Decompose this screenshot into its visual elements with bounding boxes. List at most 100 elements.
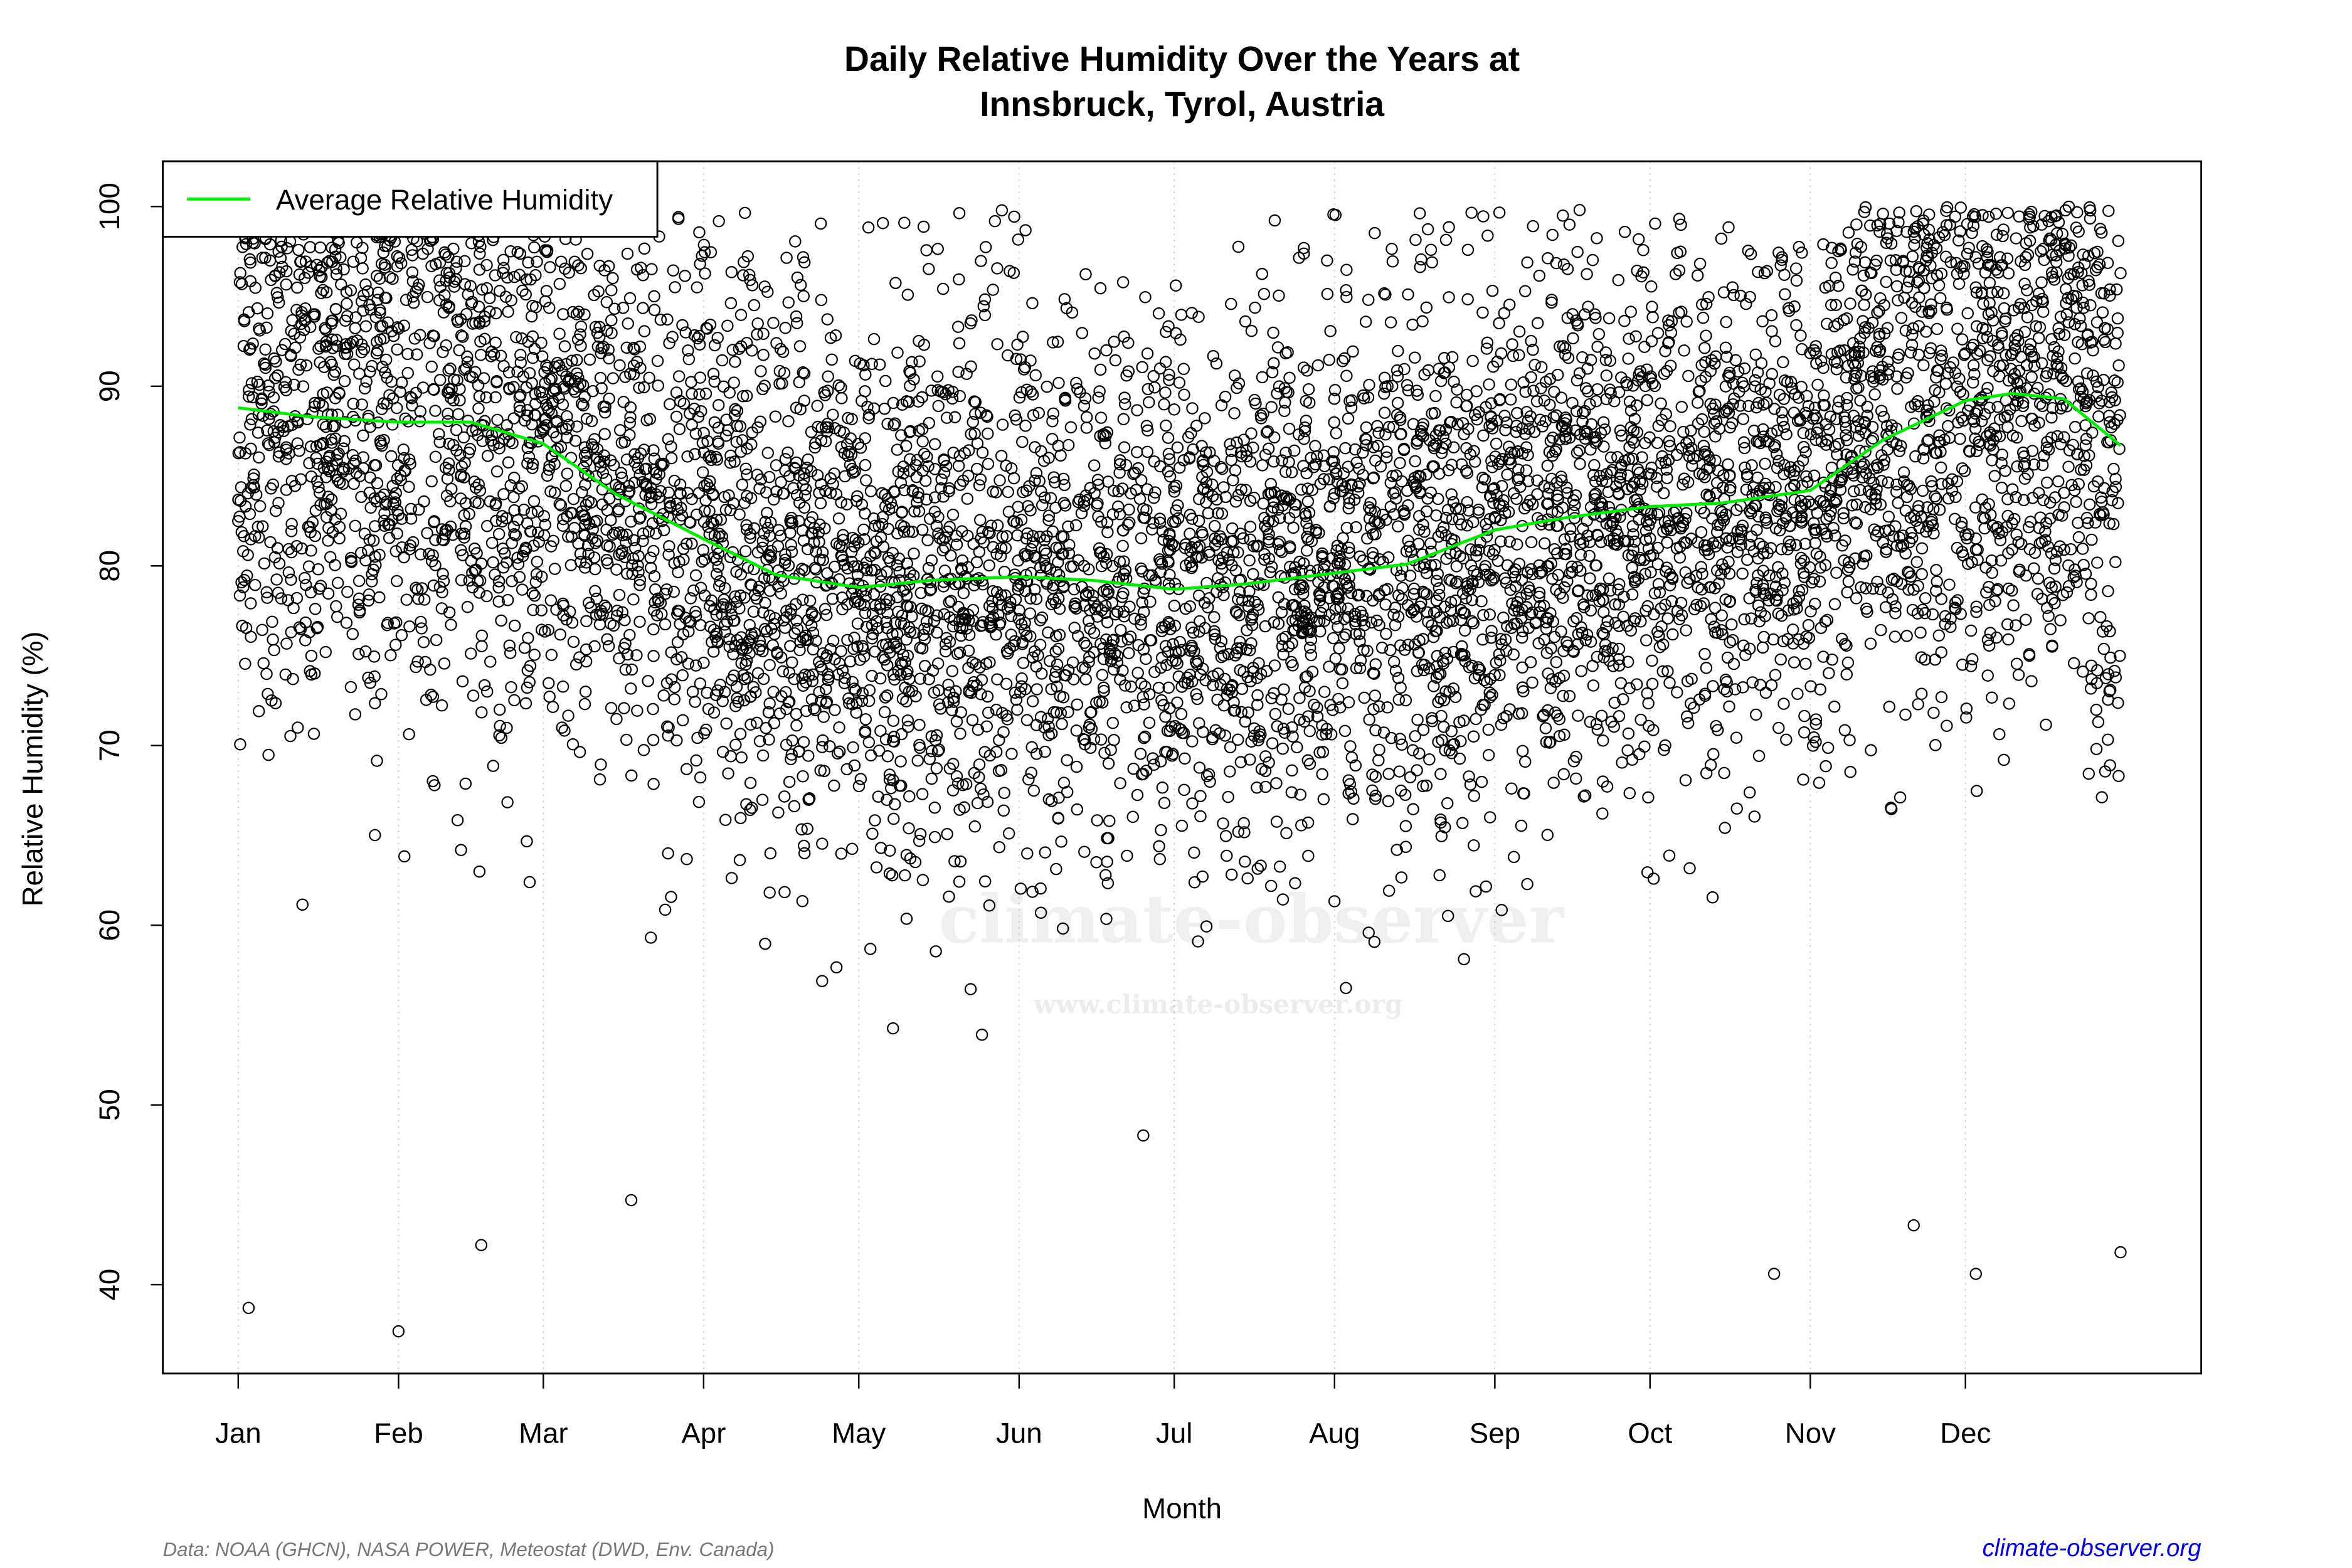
data-point [1233,586,1246,598]
data-point [1874,583,1887,596]
data-point [978,309,992,322]
data-point [1914,626,1927,639]
data-point [1838,724,1851,736]
data-point [1697,440,1710,452]
data-point [1158,797,1171,810]
data-point [909,690,922,702]
data-point [1518,285,1532,297]
data-point [245,482,257,494]
data-point [1491,554,1504,567]
data-point [463,574,476,587]
data-point [1978,522,1991,535]
data-point [1168,403,1180,416]
data-point [833,721,845,734]
data-point [674,487,687,500]
data-point [2080,367,2094,379]
data-point [1024,607,1037,620]
data-point [369,520,381,532]
data-point [1468,839,1480,852]
data-point [1571,374,1584,387]
data-point [910,470,923,484]
data-point [1420,468,1433,481]
data-point [466,566,479,579]
data-point [1675,401,1688,413]
data-point [1332,586,1345,600]
data-point [739,206,751,220]
data-point [744,718,757,731]
data-point [1515,574,1528,586]
data-point [2021,248,2035,261]
data-point [1586,253,1599,267]
data-point [1369,724,1382,737]
data-point [282,566,295,579]
data-point [1700,488,1713,501]
data-point [950,715,963,728]
data-point [389,545,402,558]
data-point [979,241,992,253]
data-point [1558,533,1571,546]
data-point [2090,316,2104,329]
data-point [429,405,442,417]
data-point [1127,762,1140,775]
data-point [1670,448,1683,461]
data-point [2035,357,2048,369]
data-point [1005,610,1017,622]
data-point [729,738,742,751]
data-point [280,637,293,650]
data-point [1287,521,1300,534]
data-point [1844,297,1857,310]
data-point [2102,733,2114,746]
data-point [1316,547,1328,560]
data-point [399,412,411,425]
data-point [1114,777,1126,790]
data-point [1693,257,1707,270]
data-point [435,602,448,615]
data-point [1328,416,1340,429]
data-point [659,903,672,916]
data-point [1981,354,1994,367]
data-point [1432,492,1444,506]
data-point [428,515,441,527]
data-point [1373,743,1385,756]
data-point [1967,220,1980,232]
data-point [1098,684,1110,697]
data-point [509,529,522,542]
data-point [406,266,419,279]
data-point [1983,401,1996,414]
data-point [917,628,930,642]
data-point [1394,639,1407,652]
data-point [1531,488,1544,501]
data-point [1391,396,1404,410]
data-point [1345,401,1358,414]
data-point [1773,388,1786,401]
data-point [1128,699,1141,712]
data-point [2085,588,2097,601]
data-point [1330,426,1343,440]
data-point [780,738,793,751]
data-point [954,727,967,740]
data-point [1586,660,1599,672]
data-point [677,397,691,410]
data-point [633,340,647,353]
data-point [1875,623,1887,637]
data-point [648,290,660,303]
data-point [1889,600,1902,613]
data-point [1404,771,1417,783]
data-point [1742,245,1754,257]
data-point [644,491,656,504]
data-point [2093,397,2106,410]
data-point [835,392,848,405]
data-point [554,255,568,268]
data-point [511,366,524,378]
data-point [809,704,822,716]
data-point [1646,654,1658,667]
data-point [740,389,753,402]
data-point [1407,582,1421,595]
data-point [1647,872,1660,885]
data-point [751,546,765,559]
data-point [633,574,647,586]
data-point [305,544,317,557]
data-point [1821,613,1834,627]
data-point [1002,827,1015,840]
data-point [268,352,280,365]
